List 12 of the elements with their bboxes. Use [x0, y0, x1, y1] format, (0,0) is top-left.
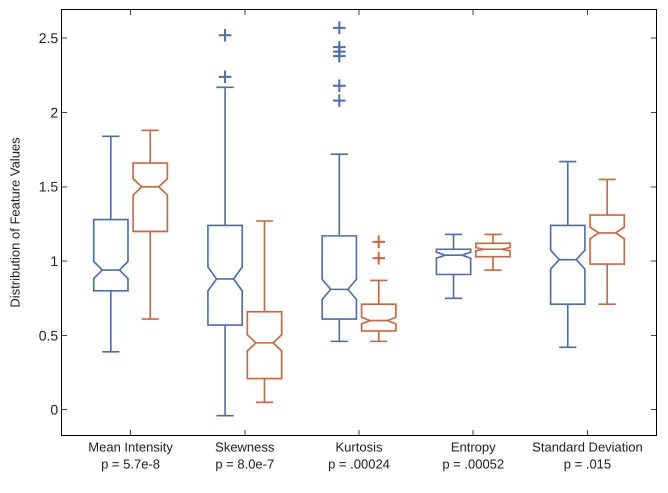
x-tick-label: Standard Deviation p = .015 [532, 440, 643, 472]
y-tick-label: 1 [50, 253, 58, 270]
x-tick-label: Kurtosis p = .00024 [328, 440, 390, 472]
y-axis-title: Distribution of Feature Values [8, 136, 23, 308]
x-tick-label: Skewness p = 8.0e-7 [215, 440, 275, 472]
y-tick-label: 2 [50, 104, 58, 120]
x-tick-label: Mean Intensity p = 5.7e-8 [88, 440, 174, 472]
y-tick-label: 1.5 [38, 178, 58, 195]
y-tick-label: 2.5 [38, 30, 58, 46]
y-tick-label: 0.5 [38, 327, 58, 344]
y-tick-label: 0 [50, 402, 58, 418]
x-tick-label: Entropy p = .00052 [442, 440, 504, 472]
